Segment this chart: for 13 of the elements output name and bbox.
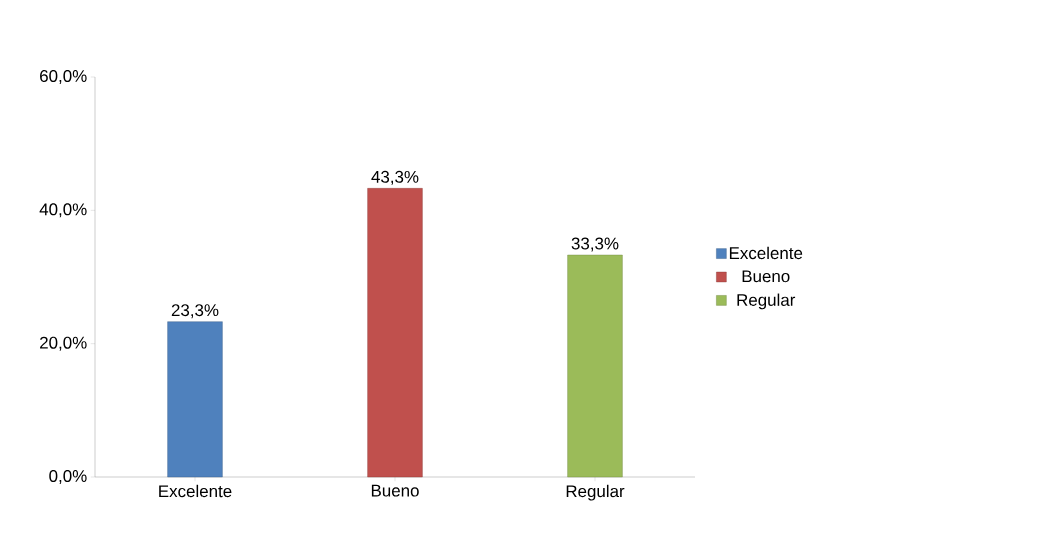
data-label: 23,3% (171, 304, 219, 319)
y-tick-label: 60,0% (40, 70, 87, 84)
y-tick-label: 40,0% (39, 203, 87, 218)
legend-label: Bueno (742, 270, 790, 283)
y-tick-label: 0,0% (49, 470, 87, 484)
x-tick-label: Excelente (159, 484, 232, 498)
x-tick-label: Regular (566, 484, 625, 501)
legend-label: Regular (737, 293, 796, 310)
x-tick-label: Bueno (371, 484, 419, 497)
data-label: 43,3% (371, 170, 419, 185)
y-tick-label: 20,0% (40, 336, 87, 351)
legend-label: Excelente (729, 246, 803, 260)
data-label: 33,3% (571, 237, 619, 252)
